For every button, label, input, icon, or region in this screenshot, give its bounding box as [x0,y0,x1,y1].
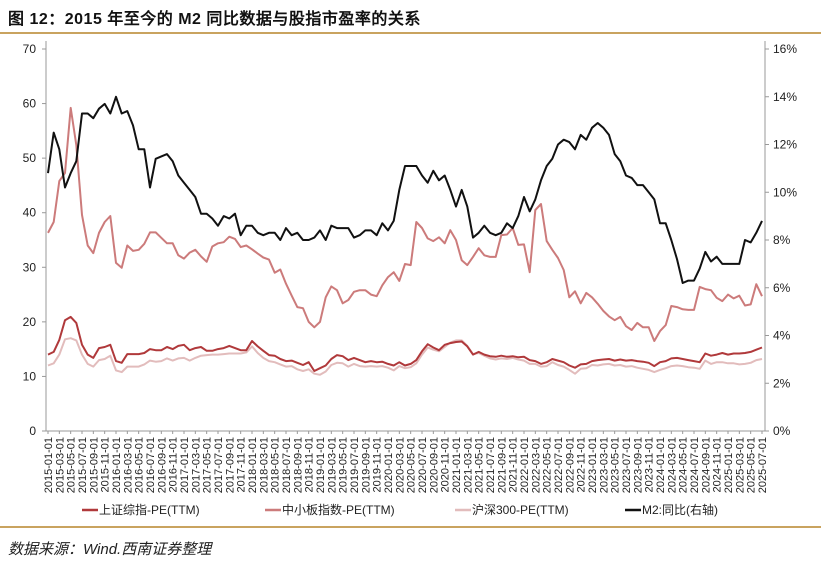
left-axis-tick-label: 10 [23,369,37,383]
x-axis-tick-label: 2018-07-01 [281,437,293,493]
x-axis-tick-label: 2021-05-01 [474,437,486,493]
x-axis-tick-label: 2019-11-01 [372,437,384,492]
x-axis-tick-label: 2023-01-01 [587,437,599,493]
x-axis-tick-label: 2025-07-01 [757,437,769,493]
x-axis-tick-label: 2019-03-01 [326,437,338,493]
x-axis-tick-label: 2020-05-01 [406,437,418,493]
legend-label: 中小板指数-PE(TTM) [282,502,395,517]
left-axis-tick-label: 60 [23,97,37,111]
x-axis-tick-label: 2016-11-01 [168,437,180,492]
right-axis-tick-label: 14% [773,90,797,104]
x-axis-tick-label: 2023-11-01 [644,437,656,492]
left-axis-tick-label: 20 [23,315,37,329]
left-axis-tick-label: 40 [23,206,37,220]
x-axis-tick-label: 2018-05-01 [270,437,282,493]
right-axis-tick-label: 16% [773,42,797,56]
x-axis-tick-label: 2022-05-01 [542,437,554,493]
x-axis-tick-label: 2017-07-01 [213,437,225,493]
x-axis-tick-label: 2021-07-01 [485,437,497,493]
x-axis-tick-label: 2022-01-01 [519,437,531,493]
right-axis-tick-label: 4% [773,329,791,343]
x-axis-tick-label: 2022-03-01 [530,437,542,493]
legend-label: 上证综指-PE(TTM) [99,502,200,517]
x-axis-tick-label: 2019-07-01 [349,437,361,493]
x-axis-tick-label: 2021-09-01 [496,437,508,493]
x-axis-tick-label: 2018-11-01 [304,437,316,492]
x-axis-tick-label: 2024-05-01 [678,437,690,493]
series-line-2 [47,337,763,376]
legend-label: 沪深300-PE(TTM) [472,503,569,517]
x-axis-tick-label: 2015-11-01 [100,437,112,492]
x-axis-tick-label: 2019-09-01 [360,437,372,493]
x-axis-tick-label: 2024-01-01 [655,437,667,493]
x-axis-tick-label: 2024-03-01 [666,437,678,493]
x-axis-tick-label: 2016-09-01 [156,437,168,493]
x-axis-tick-label: 2018-01-01 [247,437,259,493]
title-divider [0,32,821,34]
figure-title: 图 12：2015 年至今的 M2 同比数据与股指市盈率的关系 [8,11,421,28]
source-divider [0,526,821,528]
x-axis-tick-label: 2018-09-01 [292,437,304,493]
right-axis-tick-label: 2% [773,376,791,390]
x-axis-tick-label: 2015-07-01 [77,437,89,493]
x-axis-tick-label: 2017-01-01 [179,437,191,493]
series-line-0 [47,315,763,372]
x-axis-tick-label: 2016-01-01 [111,437,123,493]
x-axis-tick-label: 2016-07-01 [145,437,157,493]
x-axis-tick-label: 2020-03-01 [394,437,406,493]
x-axis-tick-label: 2015-03-01 [54,437,66,493]
x-axis-tick-label: 2020-11-01 [440,437,452,492]
series-line-1 [47,106,763,342]
x-axis-tick-label: 2022-11-01 [576,437,588,492]
right-axis-tick-label: 0% [773,424,791,438]
x-axis-tick-label: 2025-05-01 [746,437,758,493]
left-axis-tick-label: 50 [23,151,37,165]
legend-label: M2:同比(右轴) [642,502,718,517]
x-axis-tick-label: 2019-05-01 [338,437,350,493]
x-axis-tick-label: 2025-03-01 [734,437,746,493]
x-axis-tick-label: 2016-03-01 [122,437,134,493]
x-axis-tick-label: 2023-07-01 [621,437,633,493]
x-axis-tick-label: 2017-11-01 [236,437,248,492]
source-note: 数据来源：Wind.西南证券整理 [8,541,212,558]
x-axis-tick-label: 2020-07-01 [417,437,429,493]
x-axis-tick-label: 2024-07-01 [689,437,701,493]
x-axis-tick-label: 2020-09-01 [428,437,440,493]
line-chart: 0 10 20 30 40 50 60 70 0% 2% 4% 6% 8% 10% 12% 14% 16% 201… [23,41,797,517]
left-axis-tick-label: 70 [23,42,37,56]
x-axis-tick-label: 2017-09-01 [224,437,236,493]
right-axis-tick-label: 10% [773,185,797,199]
left-axis-tick-label: 30 [23,260,37,274]
x-axis-tick-label: 2019-01-01 [315,437,327,493]
x-axis-tick-label: 2024-11-01 [712,437,724,492]
x-axis-tick-label: 2022-09-01 [564,437,576,493]
x-axis-tick-label: 2021-01-01 [451,437,463,493]
x-axis-tick-label: 2017-03-01 [190,437,202,493]
x-axis-tick-label: 2025-01-01 [723,437,735,493]
x-axis-tick-label: 2022-07-01 [553,437,565,493]
x-axis-tick-label: 2021-11-01 [508,437,520,492]
x-axis-tick-label: 2015-05-01 [66,437,78,493]
x-axis-tick-label: 2023-09-01 [632,437,644,493]
x-axis-tick-label: 2023-05-01 [610,437,622,493]
x-axis-tick-label: 2016-05-01 [134,437,146,493]
x-axis-tick-label: 2023-03-01 [598,437,610,493]
right-axis-tick-label: 8% [773,233,791,247]
x-axis-tick-label: 2020-01-01 [383,437,395,493]
right-axis-tick-label: 12% [773,138,797,152]
x-axis-tick-label: 2017-05-01 [202,437,214,493]
x-axis-tick-label: 2021-03-01 [462,437,474,493]
x-axis-tick-label: 2018-03-01 [258,437,270,493]
x-axis-tick-label: 2015-01-01 [43,437,55,493]
right-axis-tick-label: 6% [773,281,791,295]
x-axis-tick-label: 2024-09-01 [700,437,712,493]
left-axis-tick-label: 0 [29,424,36,438]
series-line-3 [47,95,763,284]
x-axis-tick-label: 2015-09-01 [88,437,100,493]
